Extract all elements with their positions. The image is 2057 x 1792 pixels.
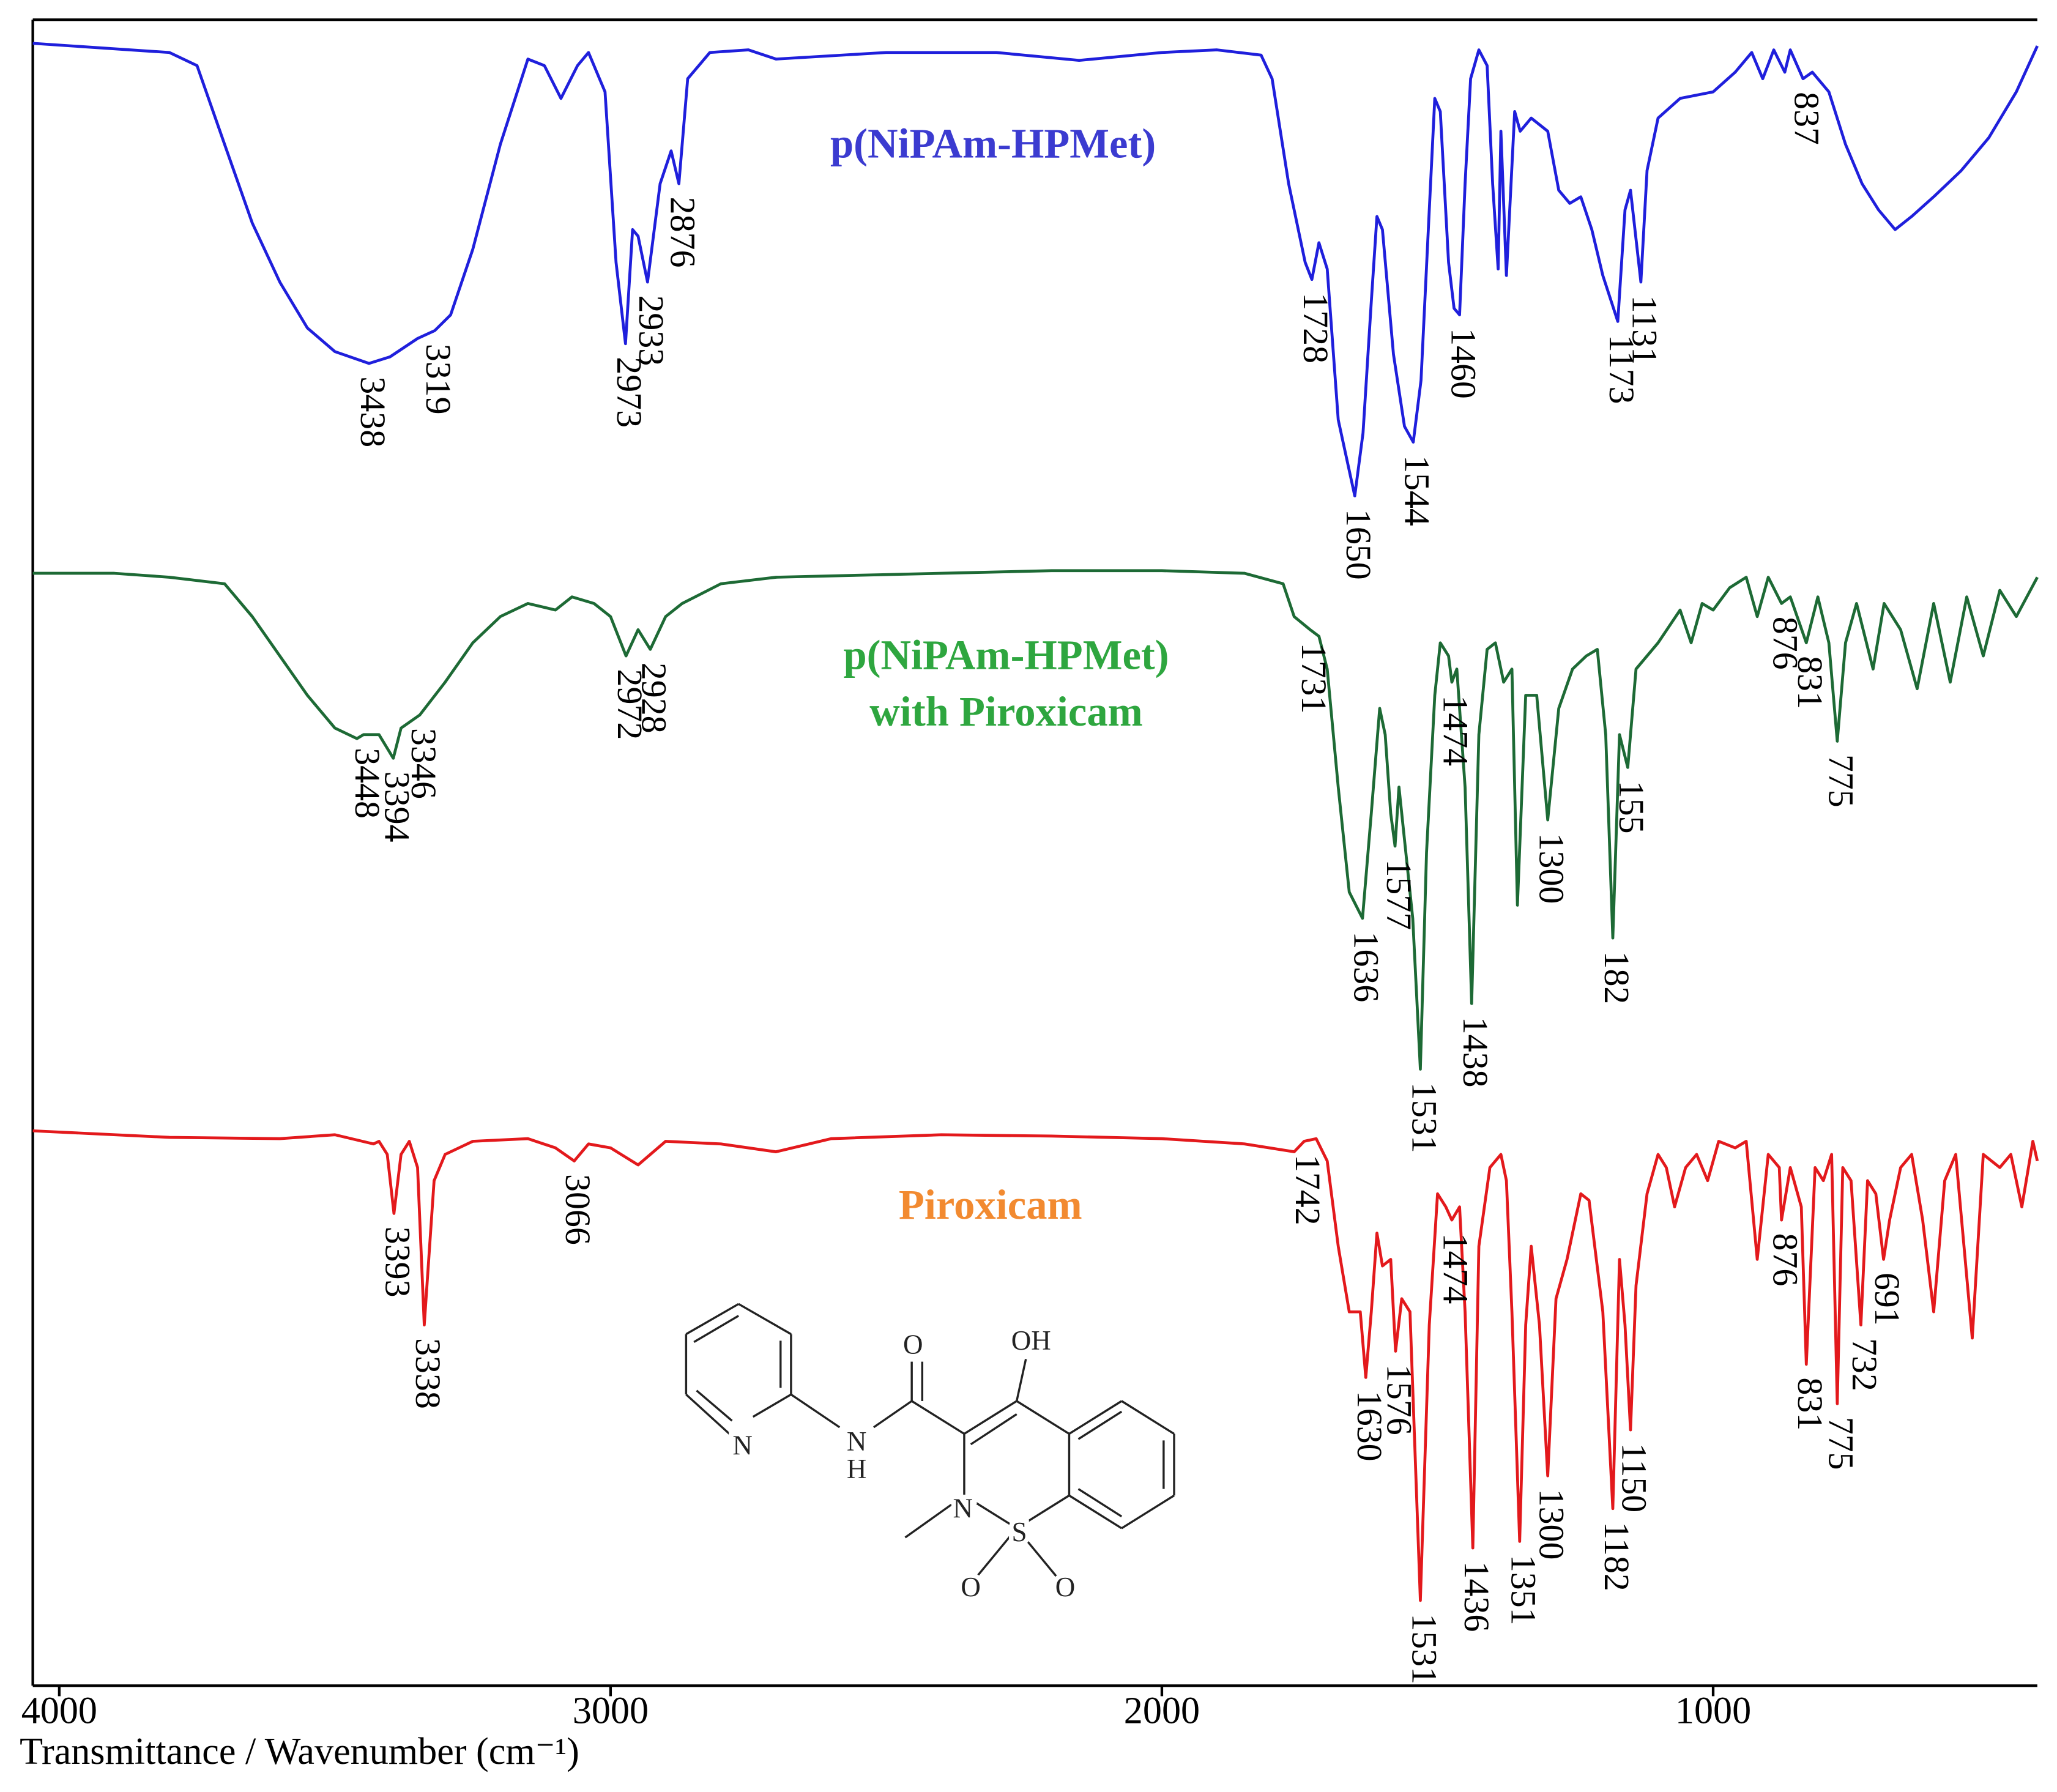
series-label-text: p(NiPAm-HPMet) bbox=[830, 119, 1156, 167]
peak-label: 831 bbox=[1790, 1377, 1830, 1430]
peak-label: 1150 bbox=[1615, 1443, 1654, 1513]
peak-label: 1131 bbox=[1625, 295, 1665, 365]
atom-label: O bbox=[1055, 1572, 1076, 1602]
spectrum-line bbox=[32, 1129, 2039, 1602]
peak-label: 1630 bbox=[1350, 1391, 1389, 1462]
atom-label: O bbox=[961, 1572, 981, 1602]
spectrum-line bbox=[32, 569, 2039, 1071]
peak-label: 1438 bbox=[1456, 1017, 1495, 1088]
peak-label: 1474 bbox=[1436, 1233, 1476, 1304]
peak-label: 2933 bbox=[631, 295, 671, 366]
peak-label: 3066 bbox=[558, 1174, 598, 1245]
peak-label: 3319 bbox=[418, 344, 458, 415]
peak-label: 2876 bbox=[663, 197, 702, 268]
atom-label: N bbox=[732, 1430, 753, 1461]
x-tick-label: 2000 bbox=[1124, 1690, 1200, 1732]
peak-label: 1300 bbox=[1531, 1489, 1571, 1560]
peak-label: 3394 bbox=[378, 771, 417, 842]
peak-label: 1636 bbox=[1347, 931, 1386, 1002]
peak-label: 1531 bbox=[1404, 1082, 1444, 1153]
peak-label: 1182 bbox=[1597, 1522, 1637, 1591]
peak-label: 3338 bbox=[408, 1338, 448, 1409]
atom-label: H bbox=[847, 1454, 867, 1484]
peak-label: 1576 bbox=[1380, 1364, 1419, 1435]
peak-label: 1577 bbox=[1379, 859, 1419, 930]
atom-label: O bbox=[903, 1329, 923, 1359]
series-label: Piroxicam bbox=[898, 1180, 1082, 1228]
peak-label: 3438 bbox=[353, 376, 393, 447]
peak-label: 1731 bbox=[1294, 643, 1334, 714]
peak-label: 1173 bbox=[1602, 335, 1642, 404]
peak-label: 182 bbox=[1597, 951, 1637, 1005]
peak-label: 732 bbox=[1845, 1338, 1884, 1391]
peak-label: 1460 bbox=[1443, 328, 1483, 399]
spectrum-line bbox=[32, 42, 2039, 497]
peak-label: 1650 bbox=[1339, 509, 1378, 580]
peak-label: 876 bbox=[1765, 617, 1805, 670]
peak-label: 775 bbox=[1821, 754, 1861, 808]
peak-label: 691 bbox=[1867, 1273, 1907, 1326]
x-tick-label: 1000 bbox=[1675, 1690, 1751, 1732]
peak-label: 3393 bbox=[378, 1227, 418, 1298]
atom-label: OH bbox=[1011, 1325, 1051, 1356]
peak-label: 1351 bbox=[1503, 1555, 1543, 1626]
peak-label: 837 bbox=[1787, 92, 1827, 145]
peak-label: 775 bbox=[1821, 1417, 1861, 1470]
peak-label: 1742 bbox=[1288, 1154, 1328, 1225]
x-tick-label: 3000 bbox=[573, 1690, 649, 1732]
peak-label: 3448 bbox=[348, 748, 387, 819]
peak-label: 1531 bbox=[1404, 1613, 1444, 1684]
peak-label: 1300 bbox=[1531, 833, 1571, 904]
x-tick-label: 4000 bbox=[21, 1690, 97, 1732]
series-label-text: Piroxicam bbox=[898, 1180, 1082, 1228]
peak-label: 2973 bbox=[609, 357, 649, 428]
atom-label: S bbox=[1011, 1517, 1027, 1547]
series-label: p(NiPAm-HPMet) bbox=[830, 119, 1156, 167]
peak-label: 2928 bbox=[634, 663, 674, 734]
atom-label: N bbox=[847, 1426, 867, 1457]
series-label: p(NiPAm-HPMet) with Piroxicam bbox=[843, 631, 1169, 735]
peak-label: 1728 bbox=[1296, 292, 1336, 363]
peak-label: 1544 bbox=[1397, 455, 1437, 526]
atom-label: N bbox=[953, 1493, 973, 1523]
peak-label: 2972 bbox=[610, 669, 650, 740]
peak-label: 1436 bbox=[1457, 1561, 1497, 1632]
peak-label: 155 bbox=[1612, 781, 1651, 834]
series-label-text: p(NiPAm-HPMet) with Piroxicam bbox=[843, 631, 1169, 735]
peak-label: 1474 bbox=[1436, 695, 1476, 766]
peak-label: 3346 bbox=[404, 728, 444, 799]
peak-label: 831 bbox=[1790, 656, 1830, 709]
x-axis-label: Transmittance / Wavenumber (cm⁻¹) bbox=[20, 1731, 579, 1772]
peak-label: 876 bbox=[1765, 1233, 1805, 1287]
